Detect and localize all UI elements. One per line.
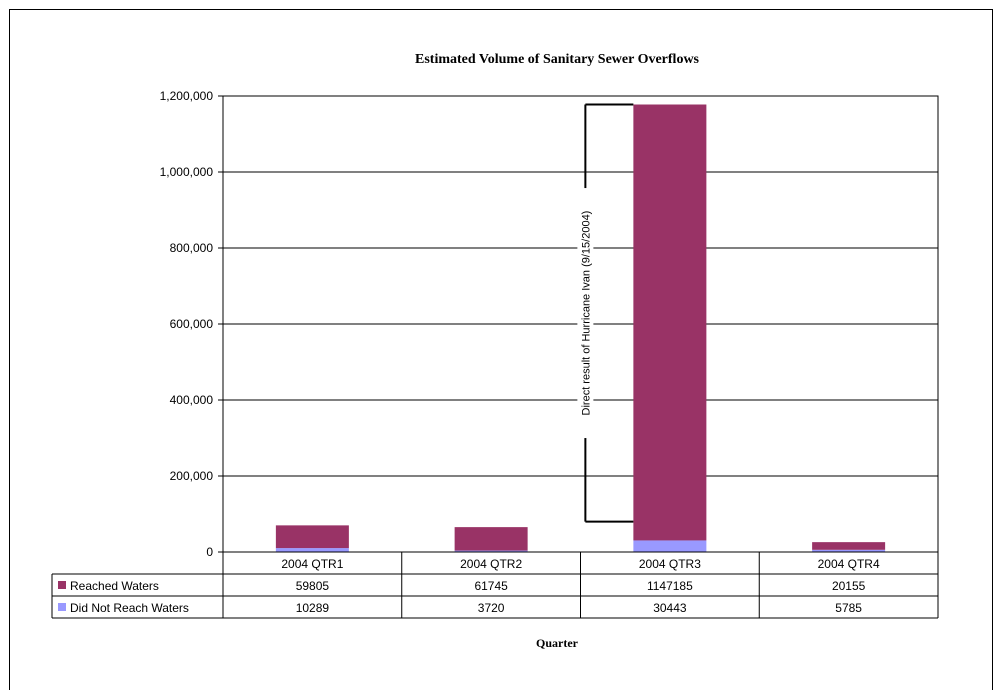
x-tick-label: 2004 QTR4 — [818, 557, 880, 571]
legend-label: Reached Waters — [70, 579, 159, 593]
y-tick-label: 200,000 — [170, 469, 214, 483]
y-tick-label: 0 — [206, 545, 213, 559]
bar-segment — [812, 549, 886, 552]
y-tick-label: 800,000 — [170, 241, 214, 255]
chart-frame — [9, 9, 993, 690]
legend-label: Did Not Reach Waters — [70, 601, 189, 615]
bar-layer — [275, 104, 886, 552]
legend-swatch — [58, 603, 66, 611]
data-label: 30443 — [653, 601, 687, 615]
data-label: 10289 — [296, 601, 330, 615]
bar-segment — [812, 542, 886, 550]
data-label: 5785 — [835, 601, 862, 615]
y-tick-label: 1,000,000 — [160, 165, 214, 179]
chart-title: Estimated Volume of Sanitary Sewer Overf… — [415, 52, 700, 67]
y-tick-label: 400,000 — [170, 393, 214, 407]
x-tick-label: 2004 QTR3 — [639, 557, 701, 571]
x-tick-label: 2004 QTR2 — [460, 557, 522, 571]
bar-segment — [275, 548, 349, 552]
bar-segment — [454, 527, 528, 551]
data-table: 2004 QTR1 2004 QTR2 2004 QTR3 2004 QTR4 Reac… — [51, 552, 939, 619]
bar-segment — [633, 104, 707, 541]
data-label: 20155 — [832, 579, 866, 593]
y-tick-label: 1,200,000 — [160, 89, 214, 103]
bar-segment — [454, 550, 528, 552]
bar-segment — [275, 525, 349, 549]
data-label: 59805 — [296, 579, 330, 593]
y-axis: 0 200,000 400,000 600,000 800,000 1,000,000 1,… — [160, 89, 223, 559]
x-tick-label: 2004 QTR1 — [281, 557, 343, 571]
y-tick-label: 600,000 — [170, 317, 214, 331]
legend-swatch — [58, 581, 66, 589]
x-axis-label: Quarter — [536, 636, 579, 650]
annotation-label-bg — [577, 188, 594, 439]
data-label: 1147185 — [647, 579, 693, 593]
bar-segment — [633, 540, 707, 552]
data-label: 61745 — [474, 579, 508, 593]
annotation-label: Direct result of Hurricane Ivan (9/15/20… — [580, 211, 592, 416]
data-label: 3720 — [478, 601, 505, 615]
annotation-layer: Direct result of Hurricane Ivan (9/15/20… — [577, 103, 634, 523]
